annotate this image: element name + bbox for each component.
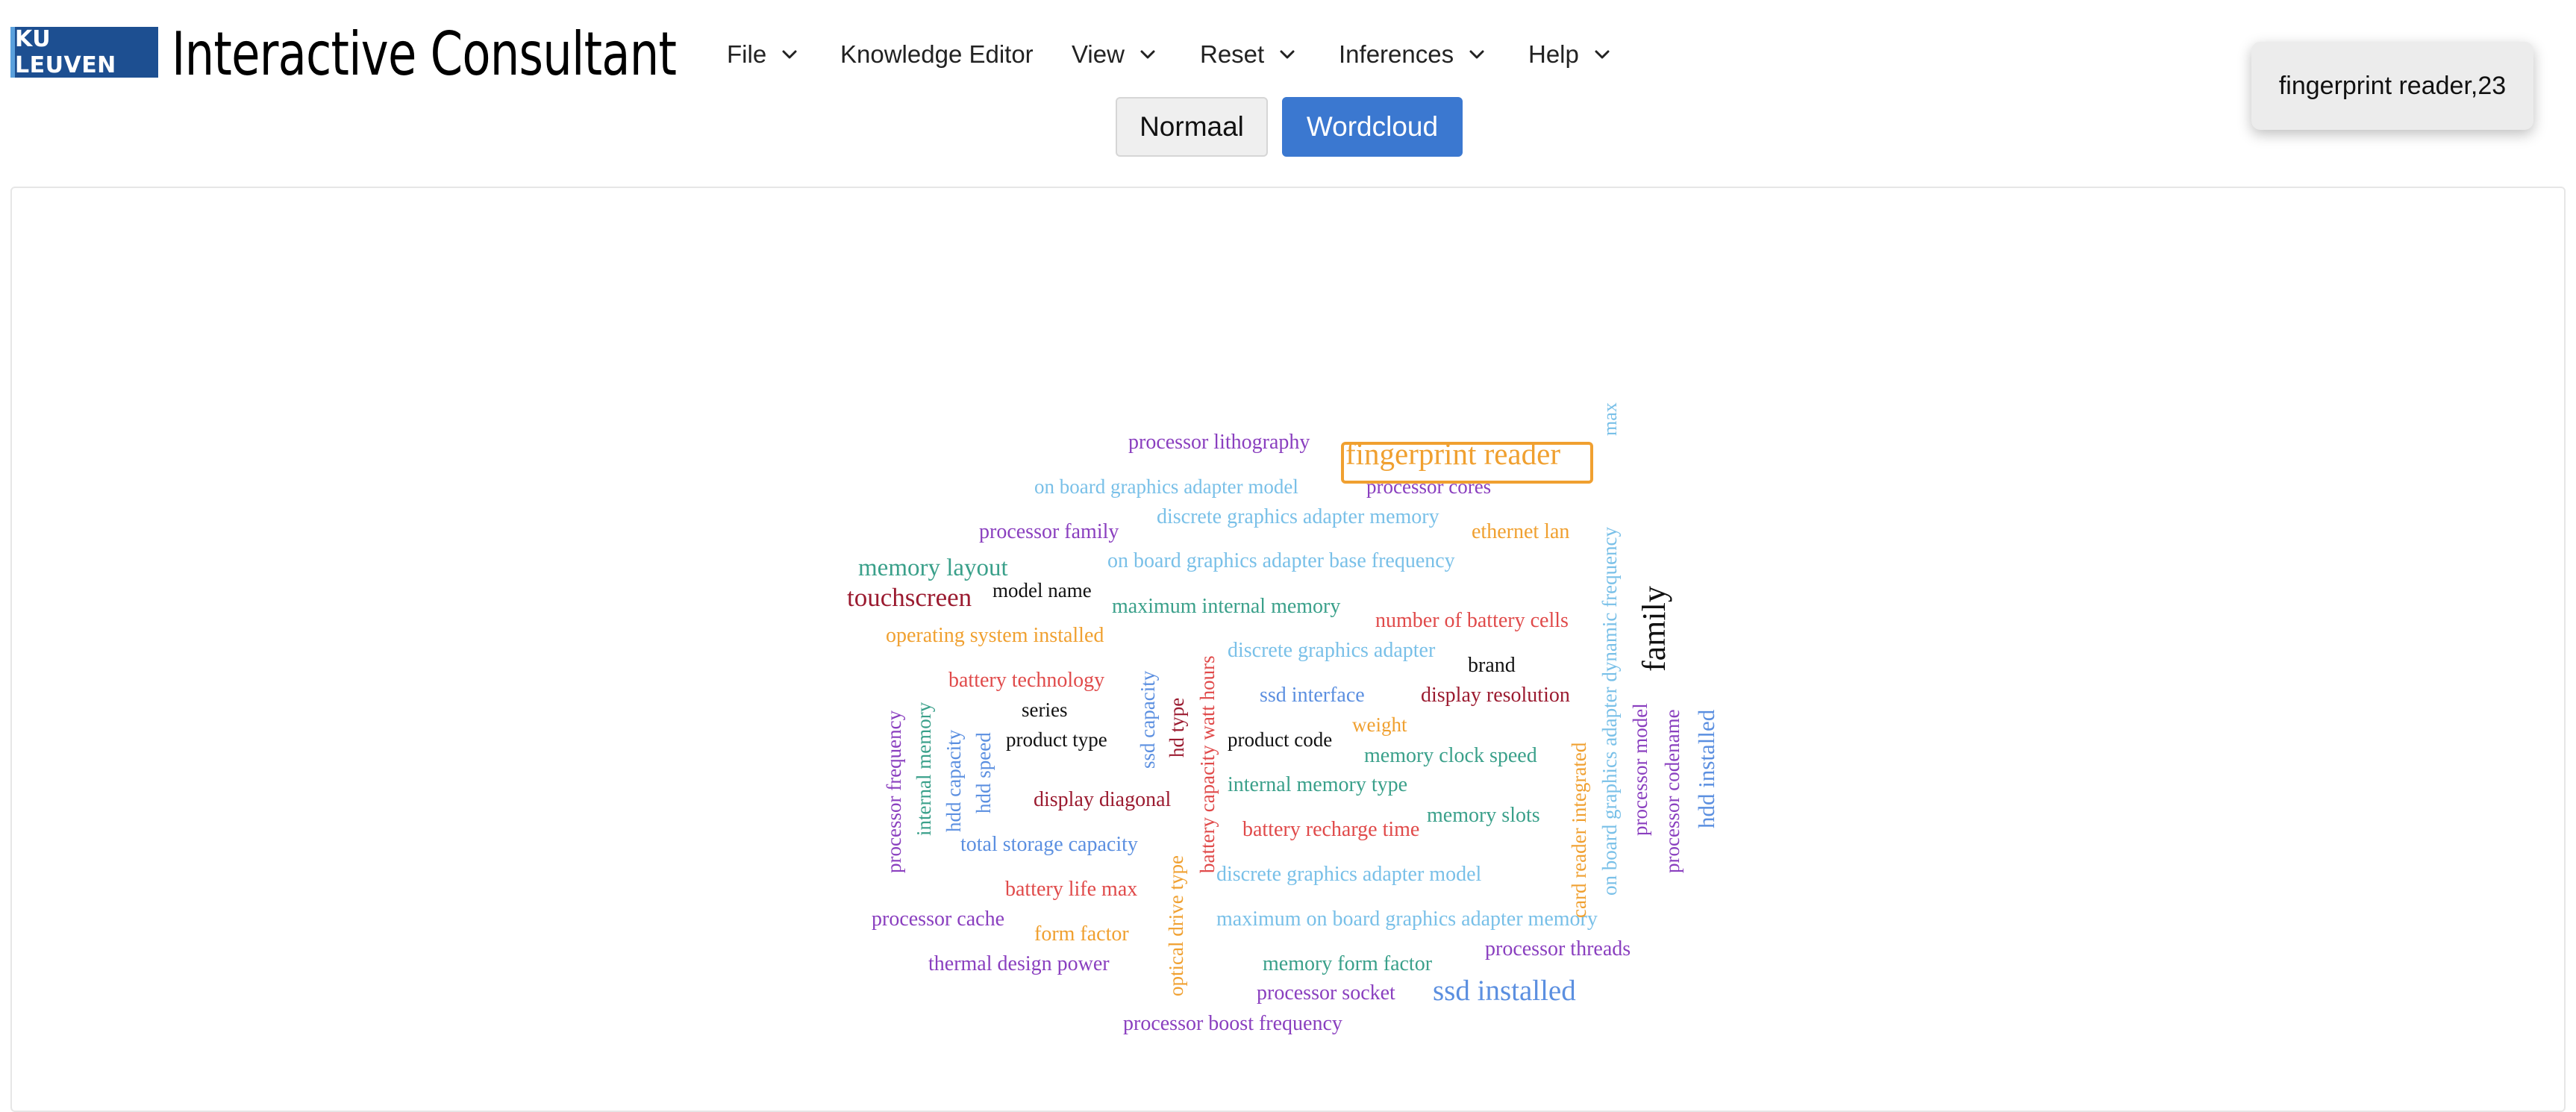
wordcloud-panel bbox=[10, 187, 2566, 1112]
wordcloud-word[interactable]: processor lithography bbox=[1128, 431, 1310, 454]
chevron-down-icon bbox=[780, 45, 799, 64]
wordcloud-word[interactable]: fingerprint reader bbox=[1345, 437, 1560, 471]
menu-help[interactable]: Help bbox=[1528, 28, 1612, 81]
wordcloud-word[interactable]: on board graphics adapter base frequency bbox=[1107, 549, 1455, 572]
wordcloud-word[interactable]: memory layout bbox=[858, 555, 1008, 581]
wordcloud-word[interactable]: operating system installed bbox=[886, 624, 1104, 647]
normal-mode-button[interactable]: Normaal bbox=[1116, 97, 1268, 157]
wordcloud-word[interactable]: hdd speed bbox=[972, 732, 995, 813]
tooltip-text: fingerprint reader,23 bbox=[2278, 71, 2507, 100]
wordcloud-word[interactable]: on board graphics adapter dynamic freque… bbox=[1598, 526, 1621, 896]
wordcloud-word[interactable]: memory slots bbox=[1427, 804, 1540, 827]
wordcloud-word[interactable]: brand bbox=[1468, 654, 1516, 677]
wordcloud-word[interactable]: optical drive type bbox=[1165, 855, 1187, 996]
app-title: Interactive Consultant bbox=[172, 19, 677, 89]
wordcloud-word[interactable]: processor cores bbox=[1366, 475, 1491, 498]
menu-knowledge-editor-label: Knowledge Editor bbox=[840, 40, 1034, 68]
wordcloud-word[interactable]: maximum internal memory bbox=[1112, 595, 1340, 618]
wordcloud-word[interactable]: weight bbox=[1352, 713, 1407, 736]
wordcloud-word[interactable]: display resolution bbox=[1421, 684, 1570, 707]
wordcloud-word[interactable]: ssd capacity bbox=[1137, 670, 1159, 769]
word-tooltip: fingerprint reader,23 bbox=[2251, 42, 2533, 130]
wordcloud-word[interactable]: ssd installed bbox=[1433, 975, 1576, 1007]
menu-view[interactable]: View bbox=[1072, 28, 1157, 81]
wordcloud-word[interactable]: discrete graphics adapter memory bbox=[1157, 505, 1439, 528]
wordcloud-word[interactable]: hdd capacity bbox=[942, 729, 965, 832]
wordcloud-word[interactable]: product type bbox=[1006, 728, 1107, 751]
wordcloud-word[interactable]: series bbox=[1022, 699, 1067, 721]
wordcloud-word[interactable]: card reader integrated bbox=[1568, 742, 1590, 918]
wordcloud-word[interactable]: processor frequency bbox=[883, 710, 905, 873]
menu-view-label: View bbox=[1072, 40, 1125, 68]
wordcloud-word[interactable]: max bbox=[1599, 402, 1621, 436]
wordcloud-word[interactable]: on board graphics adapter model bbox=[1034, 475, 1298, 498]
menu-reset-label: Reset bbox=[1200, 40, 1265, 68]
wordcloud-word[interactable]: touchscreen bbox=[847, 583, 972, 612]
wordcloud-word[interactable]: thermal design power bbox=[928, 952, 1110, 975]
menu-help-label: Help bbox=[1528, 40, 1579, 68]
menu-knowledge-editor[interactable]: Knowledge Editor bbox=[840, 28, 1034, 81]
wordcloud-word[interactable]: hdd installed bbox=[1693, 709, 1719, 828]
chevron-down-icon bbox=[1592, 45, 1612, 64]
wordcloud-word[interactable]: battery life max bbox=[1005, 878, 1137, 901]
wordcloud-word[interactable]: memory clock speed bbox=[1364, 744, 1537, 767]
wordcloud-word[interactable]: internal memory bbox=[913, 702, 935, 836]
wordcloud-word[interactable]: ethernet lan bbox=[1472, 520, 1569, 543]
wordcloud-word[interactable]: product code bbox=[1228, 728, 1332, 751]
wordcloud-word[interactable]: processor model bbox=[1629, 703, 1651, 836]
wordcloud-word[interactable]: family bbox=[1636, 586, 1672, 672]
menu-inferences[interactable]: Inferences bbox=[1339, 28, 1486, 81]
wordcloud-word[interactable]: memory form factor bbox=[1263, 952, 1433, 975]
wordcloud-mode-button[interactable]: Wordcloud bbox=[1282, 97, 1463, 157]
wordcloud-word[interactable]: maximum on board graphics adapter memory bbox=[1216, 908, 1598, 931]
menu-file-label: File bbox=[727, 40, 767, 68]
wordcloud-word[interactable]: processor threads bbox=[1485, 937, 1631, 960]
wordcloud-word[interactable]: ssd interface bbox=[1260, 684, 1365, 707]
menu-file[interactable]: File bbox=[727, 28, 799, 81]
wordcloud-word[interactable]: processor socket bbox=[1257, 981, 1395, 1005]
wordcloud-word[interactable]: hd type bbox=[1166, 698, 1188, 758]
wordcloud-word[interactable]: number of battery cells bbox=[1375, 609, 1569, 632]
wordcloud-word[interactable]: processor codename bbox=[1661, 709, 1684, 873]
wordcloud-word[interactable]: battery recharge time bbox=[1242, 818, 1419, 841]
wordcloud-word[interactable]: discrete graphics adapter model bbox=[1216, 863, 1482, 886]
ku-leuven-logo: KU LEUVEN bbox=[10, 26, 158, 78]
wordcloud-word[interactable]: discrete graphics adapter bbox=[1228, 639, 1436, 662]
wordcloud-word[interactable]: model name bbox=[992, 579, 1092, 602]
chevron-down-icon bbox=[1138, 45, 1157, 64]
wordcloud-word[interactable]: form factor bbox=[1034, 922, 1129, 946]
chevron-down-icon bbox=[1467, 45, 1486, 64]
wordcloud-word[interactable]: processor cache bbox=[872, 908, 1004, 931]
wordcloud-word[interactable]: display diagonal bbox=[1034, 788, 1172, 811]
wordcloud-word[interactable]: internal memory type bbox=[1228, 773, 1407, 796]
wordcloud-word[interactable]: battery technology bbox=[948, 669, 1104, 692]
wordcloud-word[interactable]: battery capacity watt hours bbox=[1196, 655, 1219, 873]
wordcloud-word[interactable]: processor boost frequency bbox=[1123, 1012, 1342, 1035]
menu-reset[interactable]: Reset bbox=[1200, 28, 1297, 81]
chevron-down-icon bbox=[1278, 45, 1297, 64]
wordcloud-word[interactable]: processor family bbox=[979, 520, 1119, 543]
wordcloud-word[interactable]: total storage capacity bbox=[960, 833, 1138, 856]
menu-inferences-label: Inferences bbox=[1339, 40, 1454, 68]
